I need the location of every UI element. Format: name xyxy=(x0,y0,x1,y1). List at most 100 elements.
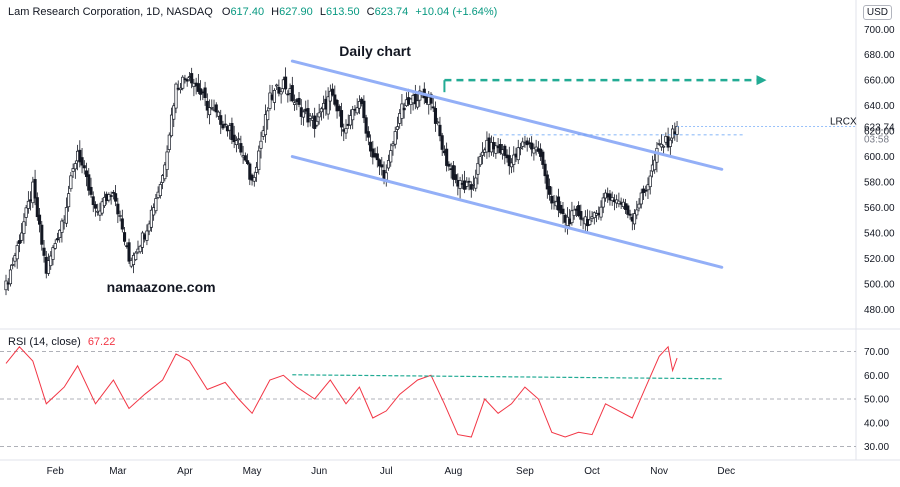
candle-body xyxy=(339,110,344,128)
candle-body xyxy=(297,97,301,105)
candle-body xyxy=(190,73,194,84)
candle-body xyxy=(362,100,366,119)
candle-body xyxy=(337,106,341,112)
candle-body xyxy=(364,117,368,134)
candle-body xyxy=(467,180,471,183)
low-value: 613.50 xyxy=(325,6,360,18)
candle-body xyxy=(26,200,30,209)
candle-body xyxy=(306,108,310,123)
candle-body xyxy=(93,204,98,209)
candle-body xyxy=(214,104,218,113)
candle-body xyxy=(266,110,270,121)
rsi-trend-line xyxy=(292,374,722,380)
rsi-label[interactable]: RSI (14, close) xyxy=(8,336,81,348)
candle-body xyxy=(331,88,335,96)
candle-body xyxy=(8,269,13,285)
candle-body xyxy=(512,154,516,165)
candle-body xyxy=(599,206,603,218)
candle-body xyxy=(315,120,319,126)
price-tick-label: 540.00 xyxy=(864,228,895,239)
target-arrowhead xyxy=(756,75,767,86)
candle-body xyxy=(111,191,115,194)
candle-body xyxy=(469,184,473,190)
candle-body xyxy=(366,131,370,138)
candle-body xyxy=(275,84,279,87)
candle-body xyxy=(626,205,630,215)
candle-body xyxy=(49,255,53,267)
candle-body xyxy=(145,230,149,241)
candle-body xyxy=(543,163,547,177)
candle-body xyxy=(116,203,120,215)
price-tick-label: 560.00 xyxy=(864,203,895,214)
candle-body xyxy=(478,156,482,166)
candle-body xyxy=(436,121,440,124)
candle-body xyxy=(259,140,263,149)
candle-body xyxy=(118,215,122,217)
candle-body xyxy=(91,196,95,205)
currency-badge[interactable]: USD xyxy=(862,5,892,20)
symbol-title[interactable]: Lam Research Corporation, 1D, NASDAQ xyxy=(8,6,213,18)
candle-body xyxy=(548,186,552,195)
candle-body xyxy=(601,197,605,208)
candle-body xyxy=(42,247,46,256)
candle-body xyxy=(272,90,276,103)
candle-body xyxy=(234,140,238,146)
candle-body xyxy=(181,76,185,89)
close-label: C xyxy=(366,6,375,18)
candle-body xyxy=(646,184,650,191)
candle-body xyxy=(24,207,28,218)
candle-body xyxy=(221,124,225,129)
candle-body xyxy=(429,93,433,104)
time-tick-label: Nov xyxy=(650,466,668,477)
candle-body xyxy=(416,100,420,108)
time-tick-label: Mar xyxy=(109,466,127,477)
candle-body xyxy=(109,195,113,197)
candle-body xyxy=(655,147,659,163)
candle-body xyxy=(375,153,379,161)
candle-body xyxy=(308,115,312,119)
change-value: +10.04 (+1.64%) xyxy=(415,6,498,18)
candle-body xyxy=(577,205,581,217)
candle-body xyxy=(518,147,523,150)
time-tick-label: Jun xyxy=(311,466,327,477)
candle-body xyxy=(293,102,297,105)
candle-body xyxy=(380,164,384,168)
candle-body xyxy=(675,125,679,135)
candle-body xyxy=(659,143,663,148)
candle-body xyxy=(252,177,256,182)
candle-body xyxy=(570,210,574,224)
price-tick-label: 580.00 xyxy=(864,178,895,189)
rsi-tick-label: 40.00 xyxy=(864,418,889,429)
high-value: 627.90 xyxy=(279,6,313,18)
candles-group xyxy=(4,67,679,296)
candle-body xyxy=(588,219,592,225)
candle-body xyxy=(389,150,393,163)
candle-body xyxy=(391,143,395,147)
candle-body xyxy=(165,151,169,170)
candle-body xyxy=(328,90,332,102)
candle-body xyxy=(22,221,26,234)
candle-body xyxy=(51,247,55,260)
daily-chart-annotation: Daily chart xyxy=(339,43,411,59)
candle-body xyxy=(138,245,142,253)
candle-body xyxy=(521,141,525,147)
candle-body xyxy=(530,142,534,150)
candle-body xyxy=(357,101,361,109)
candle-body xyxy=(123,232,127,242)
candle-body xyxy=(64,207,68,224)
candle-body xyxy=(413,93,417,105)
candle-body xyxy=(237,138,241,141)
time-tick-label: Apr xyxy=(177,466,193,477)
price-tick-label: 640.00 xyxy=(864,101,895,112)
candle-body xyxy=(73,163,77,170)
candle-body xyxy=(20,232,24,241)
candle-body xyxy=(344,128,348,134)
candle-body xyxy=(378,159,382,167)
candle-body xyxy=(498,144,502,154)
price-tick-label: 520.00 xyxy=(864,254,895,265)
candle-body xyxy=(348,115,353,126)
candle-body xyxy=(248,163,252,180)
candle-body xyxy=(319,108,323,113)
